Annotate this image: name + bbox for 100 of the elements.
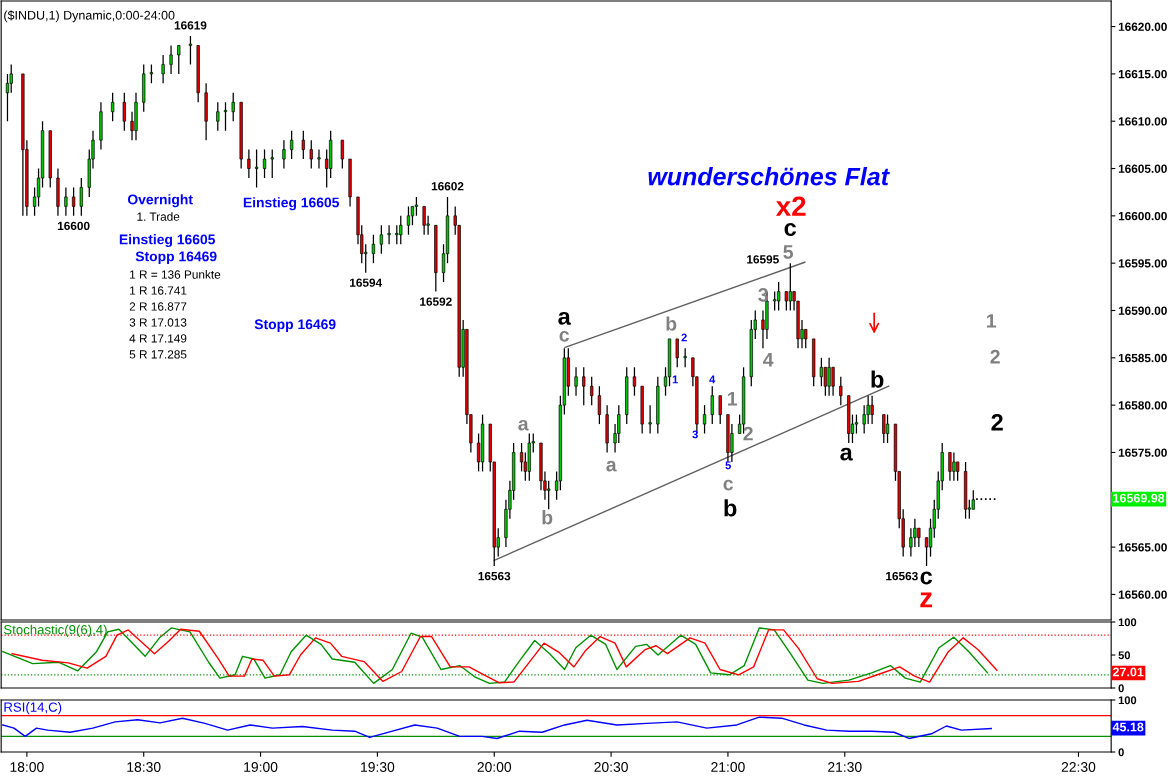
candlestick: [827, 357, 831, 397]
candlestick: [702, 404, 707, 435]
candlestick: [64, 186, 68, 217]
candlestick: [574, 366, 578, 397]
annotation: 16595: [747, 255, 779, 264]
candlestick: [161, 54, 165, 84]
annotation: Einstieg 16605: [119, 234, 216, 248]
annotation: wunderschönes Flat: [648, 167, 890, 186]
annotation: 16563: [478, 571, 511, 581]
candlestick: [683, 347, 687, 368]
text: ($INDU,1) Dynamic,0:00-24:00: [4, 10, 175, 23]
annotation: 4: [763, 353, 774, 367]
annotation: 2 R 16.877: [129, 302, 187, 311]
y-tick-label: 16565.00: [1118, 543, 1167, 552]
candlestick: [122, 92, 126, 132]
annotation: 16619: [174, 21, 207, 30]
text: 45.18: [1112, 722, 1144, 732]
y-tick-label: 100: [1118, 618, 1137, 627]
annotation: 5 R 17.285: [129, 350, 187, 359]
text: 16569.98: [1113, 493, 1165, 503]
annotation: b: [666, 316, 677, 331]
candlestick: [632, 366, 637, 397]
candlestick: [231, 92, 235, 122]
annotation: 2: [990, 349, 1000, 364]
candlestick: [317, 148, 321, 170]
candlestick: [710, 385, 714, 425]
annotation: 5: [783, 245, 794, 259]
annotation: z: [920, 592, 933, 608]
candlestick: [839, 376, 843, 406]
annotation: b: [542, 510, 553, 525]
annotation: 1: [672, 375, 678, 384]
text: 27.01: [1112, 667, 1144, 677]
annotation: 16592: [420, 297, 452, 306]
y-tick-label: 16595.00: [1118, 259, 1167, 268]
candlestick: [777, 281, 781, 312]
annotation: 3: [692, 430, 698, 439]
candlestick: [399, 215, 403, 245]
candlestick: [804, 328, 808, 349]
annotation: Overnight: [127, 194, 193, 208]
annotation: 2: [681, 333, 687, 342]
candlestick: [882, 413, 886, 444]
candlestick: [282, 139, 286, 170]
x-tick-label: 19:30: [361, 762, 395, 772]
candlestick: [379, 224, 384, 255]
annotation: 5: [725, 461, 731, 470]
candlestick: [597, 385, 602, 425]
candlestick: [111, 92, 115, 122]
x-tick-label: 21:30: [828, 762, 862, 772]
annotation: Stopp 16469: [254, 319, 336, 332]
candlestick: [854, 413, 859, 435]
candlestick: [177, 44, 181, 75]
candlestick: [395, 224, 399, 245]
line-series: [2, 716, 992, 740]
y-tick-label: 16590.00: [1118, 306, 1167, 315]
annotation: 2: [743, 426, 753, 441]
chart-title: RSI(14,C): [4, 702, 62, 715]
x-tick-label: 18:00: [10, 762, 44, 772]
candlestick: [340, 139, 344, 170]
candlestick: [784, 290, 788, 312]
candlestick: [5, 73, 10, 122]
x-tick-label: 22:30: [1061, 762, 1096, 772]
candlestick: [819, 357, 824, 387]
annotation: 1. Trade: [137, 212, 180, 221]
annotation: 16563: [886, 571, 918, 581]
annotation: 1: [727, 392, 738, 406]
candlestick: [79, 177, 83, 217]
y-tick-label: 16560.00: [1118, 590, 1167, 599]
y-tick-label: 16580.00: [1118, 401, 1167, 410]
annotation: Einstieg 16605: [243, 197, 340, 211]
candlestick: [188, 35, 193, 66]
x-tick-label: 20:00: [477, 762, 512, 772]
annotation: b: [724, 499, 737, 517]
candlestick: [422, 205, 426, 236]
candlestick: [270, 148, 274, 179]
candlestick: [831, 366, 835, 397]
candlestick: [948, 451, 952, 482]
y-tick-label: 16615.00: [1118, 69, 1167, 79]
y-tick-label: 16620.00: [1118, 22, 1167, 31]
annotation: 1 R 16.741: [130, 286, 187, 295]
y-tick-label: 0: [1118, 748, 1124, 757]
annotation: a: [518, 419, 529, 431]
candlestick: [387, 224, 391, 245]
candlestick: [885, 413, 890, 444]
candlestick: [414, 196, 419, 217]
candlestick: [675, 338, 679, 368]
annotation: a: [558, 311, 571, 325]
annotation: 16594: [350, 278, 383, 287]
annotation: 16600: [57, 221, 90, 231]
candlestick: [956, 461, 960, 482]
annotation: c: [559, 331, 570, 342]
candlestick: [410, 205, 415, 226]
candlestick: [309, 139, 313, 170]
annotation: c: [920, 571, 933, 585]
candlestick: [788, 262, 792, 312]
y-tick-label: 100: [1118, 696, 1137, 705]
candlestick: [917, 527, 921, 548]
x-tick-label: 21:00: [711, 762, 745, 772]
annotation: 3 R 17.013: [129, 318, 187, 327]
y-tick-label: 50: [1118, 651, 1131, 660]
candlestick: [648, 404, 652, 435]
